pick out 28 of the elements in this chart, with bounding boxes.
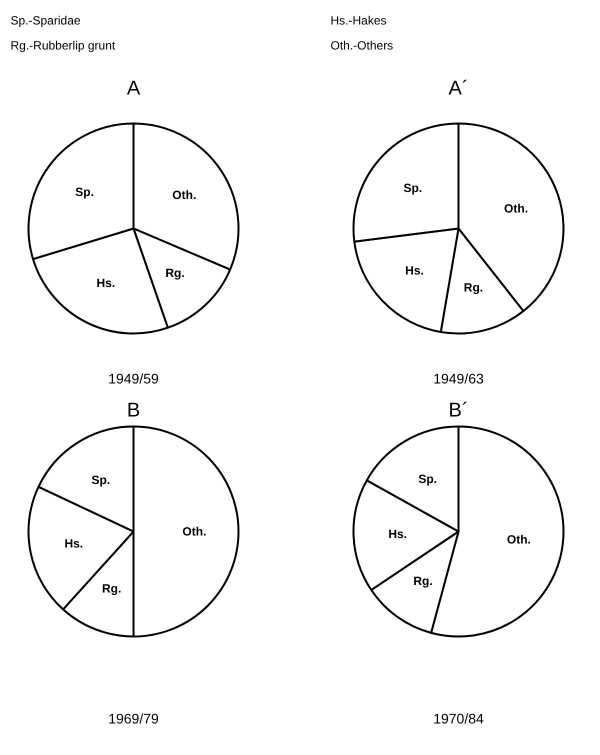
chart-title: B [126, 400, 140, 422]
chart-title: A [126, 78, 141, 100]
text: 1949/63 [433, 370, 484, 386]
text: 1949/59 [108, 370, 160, 386]
text: Rg.-Rubberlip grunt [10, 38, 116, 52]
text: Sp.-Sparidae [10, 14, 81, 28]
slice-label: Sp. [92, 473, 110, 488]
slice-label: Hs. [405, 264, 424, 278]
slice-label: Hs. [64, 536, 84, 550]
slice-label: Sp. [418, 472, 437, 486]
text: Oth.-Others [330, 38, 394, 52]
slice-label: Oth. [182, 524, 206, 538]
slice-label: Rg. [413, 574, 433, 588]
chart-title: B´ [448, 400, 468, 422]
slice-label: Oth. [504, 202, 528, 216]
text: 1969/79 [108, 710, 160, 726]
slice-label: Oth. [172, 188, 196, 202]
slice-label: Sp. [403, 181, 422, 196]
text: Hs.-Hakes [330, 14, 387, 28]
slice-label: Hs. [388, 526, 407, 541]
slice-label: Rg. [464, 280, 484, 295]
slice-label: Oth. [506, 532, 531, 547]
slice-label: Hs. [96, 276, 116, 290]
chart-title: A´ [448, 78, 468, 100]
slice-label: Rg. [102, 581, 122, 596]
slice-label: Rg. [165, 266, 185, 280]
text: 1970/84 [433, 710, 484, 726]
slice-label: Sp. [75, 185, 94, 200]
